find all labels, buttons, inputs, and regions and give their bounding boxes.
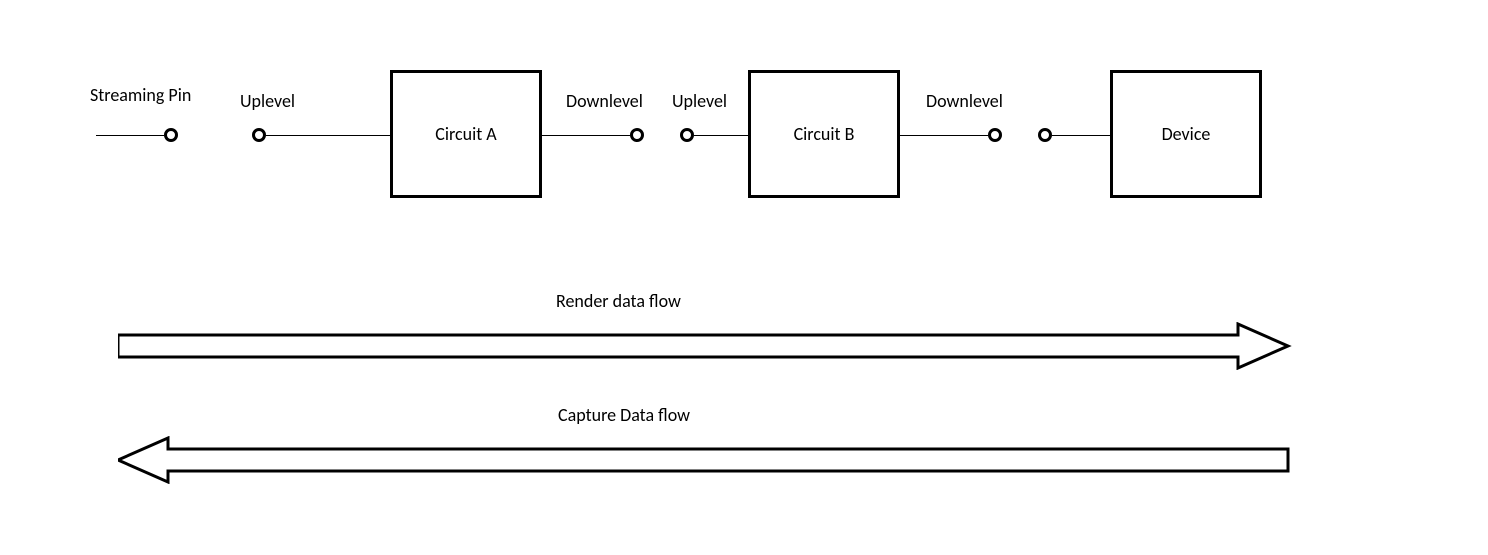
device-box: Device [1110, 70, 1262, 198]
render-arrow-icon [118, 322, 1298, 370]
device-in-pin-icon [1038, 128, 1052, 142]
uplevel-b-label: Uplevel [672, 90, 727, 112]
line-streaming [96, 135, 164, 136]
streaming-pin-label: Streaming Pin [90, 84, 191, 106]
device-text: Device [1162, 123, 1211, 145]
downlevel-a-label: Downlevel [566, 90, 643, 112]
circuit-b-box: Circuit B [748, 70, 900, 198]
circuit-a-text: Circuit A [435, 123, 496, 145]
render-flow-label: Render data flow [556, 290, 681, 312]
downlevel-b-pin-icon [988, 128, 1002, 142]
circuit-a-box: Circuit A [390, 70, 542, 198]
downlevel-b-label: Downlevel [926, 90, 1003, 112]
downlevel-a-pin-icon [630, 128, 644, 142]
line-device-in [1052, 135, 1110, 136]
capture-arrow-icon [118, 436, 1298, 484]
capture-flow-label: Capture Data flow [558, 404, 690, 426]
line-uplevel-a [266, 135, 390, 136]
circuit-b-text: Circuit B [794, 123, 855, 145]
line-downlevel-b [900, 135, 988, 136]
streaming-pin-icon [164, 128, 178, 142]
uplevel-a-pin-icon [252, 128, 266, 142]
line-uplevel-b [694, 135, 748, 136]
line-downlevel-a [542, 135, 630, 136]
uplevel-b-pin-icon [680, 128, 694, 142]
uplevel-a-label: Uplevel [240, 90, 295, 112]
